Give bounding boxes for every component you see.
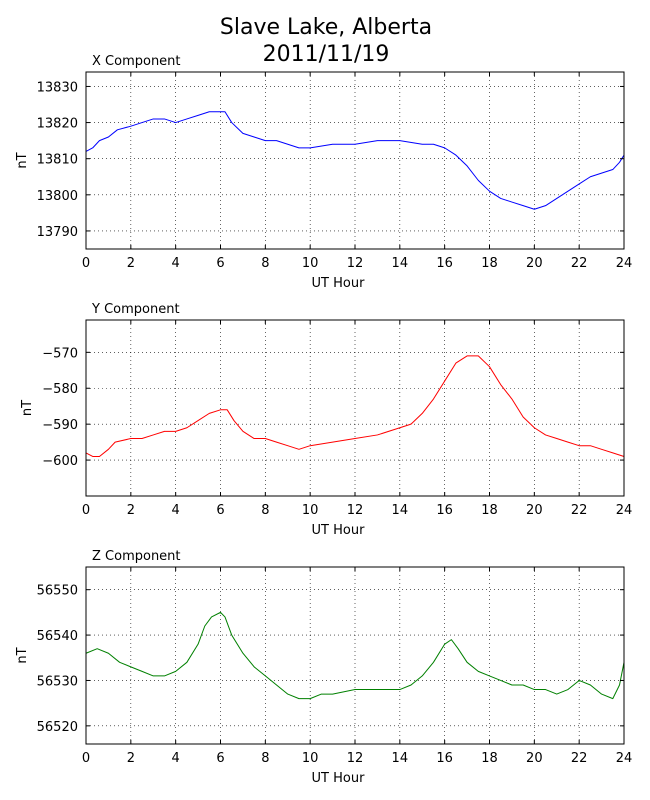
x-tick-label: 14	[392, 751, 409, 766]
x-tick-label: 20	[526, 256, 543, 271]
x-tick-label: 8	[261, 503, 269, 518]
y-tick-label: 56540	[37, 629, 78, 644]
x-tick-label: 12	[347, 751, 364, 766]
x-tick-label: 2	[127, 503, 135, 518]
x-tick-label: 20	[526, 751, 543, 766]
series-line	[85, 355, 625, 457]
x-tick-label: 0	[82, 503, 90, 518]
y-tick-label: −600	[42, 454, 78, 469]
x-tick-label: 20	[526, 503, 543, 518]
x-tick-label: 22	[571, 256, 588, 271]
x-tick-label: 16	[436, 256, 453, 271]
x-tick-label: 8	[261, 751, 269, 766]
x-tick-label: 8	[261, 256, 269, 271]
y-axis-label: nT	[15, 152, 30, 168]
x-tick-label: 10	[302, 751, 319, 766]
x-tick-label: 24	[616, 503, 633, 518]
x-tick-label: 22	[571, 751, 588, 766]
x-tick-label: 0	[82, 256, 90, 271]
y-tick-label: −590	[42, 418, 78, 433]
x-tick-label: 18	[481, 256, 498, 271]
y-tick-label: 56530	[37, 674, 78, 689]
y-tick-label: 13790	[37, 225, 78, 240]
x-tick-label: 22	[571, 503, 588, 518]
y-tick-label: −570	[42, 346, 78, 361]
y-tick-label: 13830	[37, 80, 78, 95]
y-axis-label: nT	[15, 647, 30, 663]
panel-title: X Component	[92, 54, 181, 69]
x-tick-label: 6	[216, 503, 224, 518]
x-tick-label: 10	[302, 503, 319, 518]
x-axis-label: UT Hour	[312, 276, 366, 291]
x-tick-label: 2	[127, 256, 135, 271]
figure-title-line1: Slave Lake, Alberta	[220, 15, 432, 40]
x-axis-label: UT Hour	[312, 523, 366, 538]
x-axis-label: UT Hour	[312, 771, 366, 786]
y-tick-label: 13820	[37, 117, 78, 132]
x-tick-label: 4	[172, 751, 180, 766]
y-tick-label: 56550	[37, 584, 78, 599]
x-tick-label: 16	[436, 751, 453, 766]
x-tick-label: 14	[392, 503, 409, 518]
x-tick-label: 24	[616, 751, 633, 766]
panel-1: 0 2 4 6 8 10 12 14 16 18 20 22 241379013800138101382…	[15, 54, 632, 291]
x-tick-label: 12	[347, 503, 364, 518]
panel-3: 0 2 4 6 8 10 12 14 16 18 20 22 245652056530565405655…	[15, 549, 632, 786]
y-tick-label: 13810	[37, 153, 78, 168]
x-tick-label: 0	[82, 751, 90, 766]
x-tick-label: 4	[172, 256, 180, 271]
y-axis-label: nT	[20, 400, 35, 416]
x-tick-label: 14	[392, 256, 409, 271]
x-tick-label: 6	[216, 256, 224, 271]
x-tick-label: 2	[127, 751, 135, 766]
panel-title: Z Component	[92, 549, 181, 564]
y-tick-label: −580	[42, 382, 78, 397]
x-tick-label: 6	[216, 751, 224, 766]
x-tick-label: 4	[172, 503, 180, 518]
chart-panels: 0 2 4 6 8 10 12 14 16 18 20 22 241379013800138101382…	[15, 54, 632, 786]
figure-title-line2: 2011/11/19	[263, 42, 390, 67]
x-tick-label: 18	[481, 751, 498, 766]
x-tick-label: 12	[347, 256, 364, 271]
panel-title: Y Component	[91, 302, 180, 317]
series-line	[85, 111, 625, 210]
x-tick-label: 16	[436, 503, 453, 518]
series-line	[85, 611, 625, 700]
y-tick-label: 56520	[37, 720, 78, 735]
x-tick-label: 10	[302, 256, 319, 271]
y-tick-label: 13800	[37, 189, 78, 204]
x-tick-label: 18	[481, 503, 498, 518]
x-tick-label: 24	[616, 256, 633, 271]
